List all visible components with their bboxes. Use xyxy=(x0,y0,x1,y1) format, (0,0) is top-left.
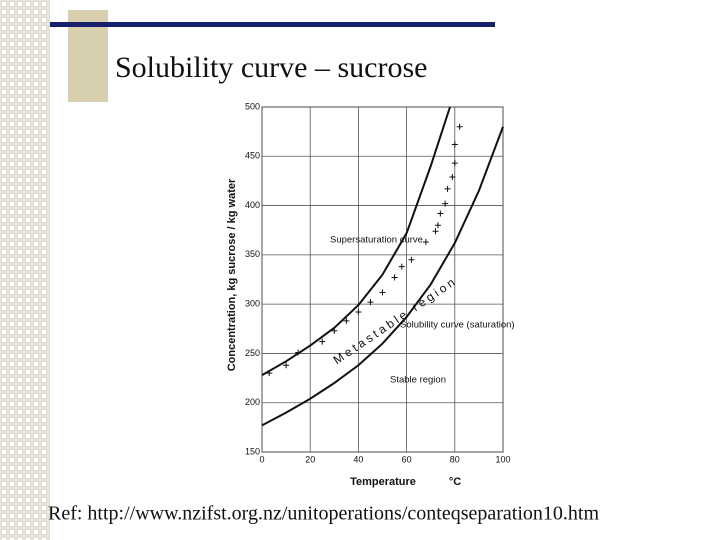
y-tick-label: 200 xyxy=(245,397,260,407)
y-axis-label: Concentration, kg sucrose / kg water xyxy=(226,178,238,371)
y-tick-label: 350 xyxy=(245,249,260,259)
data-point xyxy=(432,228,439,235)
data-point xyxy=(408,256,415,263)
decor-strip xyxy=(0,0,50,540)
x-tick-label: 60 xyxy=(402,454,412,464)
y-tick-label: 250 xyxy=(245,348,260,358)
curve xyxy=(261,106,451,376)
source: Ref: http://www.nzifst.org.nz/unitoperat… xyxy=(48,503,599,525)
data-point xyxy=(451,160,458,167)
annotation: Stable region xyxy=(390,375,446,386)
data-point xyxy=(367,299,374,306)
data-point xyxy=(266,370,273,377)
data-point xyxy=(398,263,405,270)
slide-title: Solubility curve – sucrose xyxy=(115,51,427,84)
annotation: Solubility curve (saturation) xyxy=(400,320,515,331)
data-point xyxy=(331,327,338,334)
data-point xyxy=(449,173,456,180)
y-tick-label: 300 xyxy=(245,299,260,309)
data-point xyxy=(355,309,362,316)
y-tick-label: 450 xyxy=(245,151,260,161)
data-point xyxy=(451,141,458,148)
plot-frame xyxy=(261,106,504,453)
data-point xyxy=(444,185,451,192)
decor-line xyxy=(50,22,495,27)
data-point xyxy=(437,210,444,217)
annotation: Supersaturation curve xyxy=(330,235,423,246)
data-point xyxy=(295,349,302,356)
x-tick-label: 40 xyxy=(353,454,363,464)
x-tick-label: 20 xyxy=(305,454,315,464)
y-tick-label: 150 xyxy=(245,446,260,456)
data-point xyxy=(343,317,350,324)
data-point xyxy=(434,222,441,229)
x-tick-label: 0 xyxy=(259,454,264,464)
y-tick-label: 400 xyxy=(245,200,260,210)
curve xyxy=(261,126,504,427)
x-axis-unit: °C xyxy=(449,476,461,488)
data-point xyxy=(283,362,290,369)
x-tick-label: 80 xyxy=(450,454,460,464)
y-tick-label: 500 xyxy=(245,101,260,111)
data-point xyxy=(442,200,449,207)
data-point xyxy=(456,123,463,130)
data-point xyxy=(391,274,398,281)
x-axis-label: Temperature xyxy=(350,476,416,488)
x-tick-label: 100 xyxy=(495,454,510,464)
data-point xyxy=(422,239,429,246)
data-point xyxy=(319,338,326,345)
data-point xyxy=(379,289,386,296)
